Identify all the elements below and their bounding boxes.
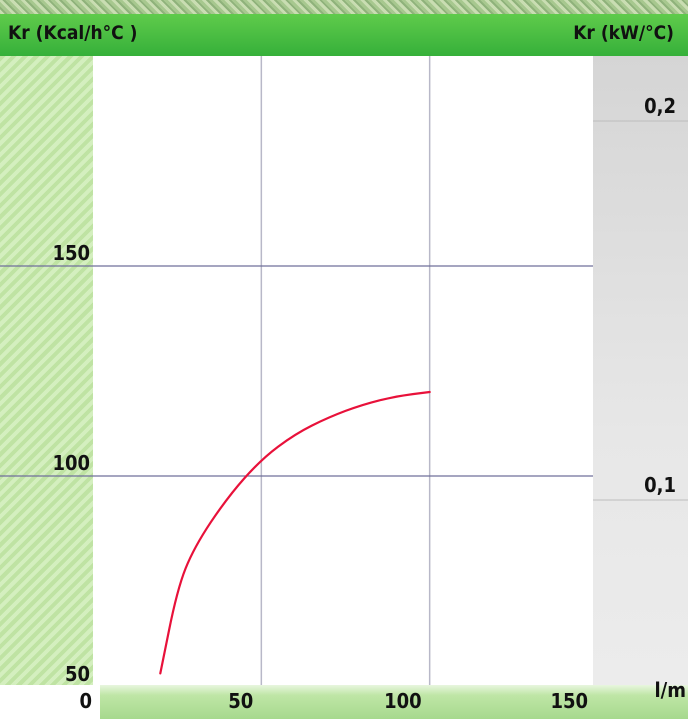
- x-tick-label: 150: [550, 689, 588, 713]
- x-axis-label: l/m: [655, 678, 686, 702]
- origin-box: [0, 685, 100, 719]
- right-axis-strip: [593, 56, 688, 685]
- left-axis-strip: [0, 56, 93, 685]
- x-tick-label: 0: [79, 689, 92, 713]
- right-tick-label: 0,1: [644, 473, 676, 497]
- plot-area: [93, 56, 593, 685]
- right-axis-title: Kr (kW/°C): [573, 22, 674, 44]
- x-tick-label: 100: [384, 689, 422, 713]
- bottom-axis-strip: [0, 685, 688, 719]
- y-tick-label: 150: [52, 241, 90, 265]
- y-tick-label: 100: [52, 451, 90, 475]
- header-bar: [0, 14, 688, 56]
- right-tick-label: 0,2: [644, 94, 676, 118]
- series-line: [159, 390, 431, 675]
- x-tick-label: 50: [228, 689, 253, 713]
- y-tick-label: 50: [65, 662, 90, 686]
- left-axis-title: Kr (Kcal/h°C ): [8, 22, 138, 44]
